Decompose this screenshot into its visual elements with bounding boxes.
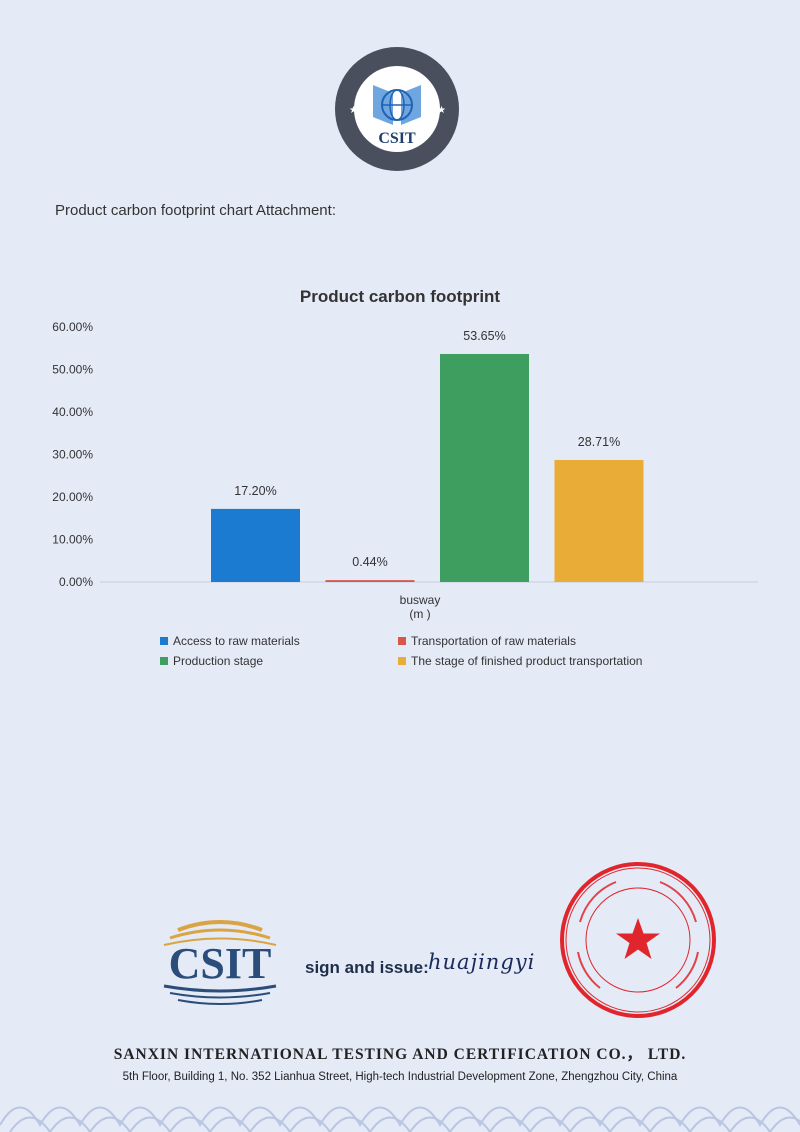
seal-text: CSIT: [378, 130, 416, 147]
svg-text:★: ★: [437, 105, 446, 116]
chart-title: Product carbon footprint: [299, 287, 501, 306]
y-tick-label: 20.00%: [52, 490, 93, 504]
y-axis-ticks: 0.00% 10.00% 20.00% 30.00% 40.00% 50.00% 60.00…: [52, 320, 93, 589]
y-tick-label: 50.00%: [52, 363, 93, 377]
legend-label: Production stage: [173, 654, 264, 668]
legend-label: Transportation of raw materials: [411, 634, 576, 648]
sign-and-issue-label: sign and issue:: [305, 958, 429, 977]
legend-item-raw-materials: Access to raw materials: [160, 634, 300, 648]
bar-chart: 0.00% 10.00% 20.00% 30.00% 40.00% 50.00% 60.00…: [52, 320, 758, 621]
y-tick-label: 30.00%: [52, 448, 93, 462]
star-icon: [616, 918, 660, 959]
signature: huajingyi: [428, 950, 536, 974]
bar-1: [325, 580, 415, 582]
legend-label: The stage of finished product transporta…: [411, 654, 643, 668]
company-address: 5th Floor, Building 1, No. 352 Lianhua S…: [122, 1071, 678, 1083]
bar-value-label: 0.44%: [352, 555, 387, 569]
legend-item-production: Production stage: [160, 654, 263, 668]
y-tick-label: 0.00%: [59, 575, 93, 589]
y-tick-label: 60.00%: [52, 320, 93, 334]
x-category-label: busway: [400, 593, 441, 607]
bar-3: [554, 459, 644, 582]
bar-0: [211, 508, 300, 582]
legend-item-finished-transport: The stage of finished product transporta…: [398, 654, 642, 668]
y-tick-label: 10.00%: [52, 533, 93, 547]
company-name: SANXIN INTERNATIONAL TESTING AND CERTIFI…: [113, 1046, 687, 1063]
bar-value-label: 28.71%: [578, 435, 620, 449]
csit-footer-logo: CSIT: [163, 920, 277, 1005]
bar-value-label: 53.65%: [463, 329, 505, 343]
legend-swatch: [398, 657, 406, 665]
attachment-title: Product carbon footprint chart Attachmen…: [55, 202, 336, 219]
csit-seal-logo: ★ ★ CSIT: [335, 47, 459, 171]
decorative-border-pattern: [0, 1106, 800, 1132]
svg-text:★: ★: [349, 105, 358, 116]
bar-value-label: 17.20%: [234, 484, 276, 498]
y-tick-label: 40.00%: [52, 405, 93, 419]
official-stamp: [560, 862, 716, 1018]
footer-logo-text: CSIT: [169, 939, 272, 988]
bars-group: 17.20% 0.44% 53.65% 28.71%: [211, 329, 644, 582]
legend-swatch: [398, 637, 406, 645]
legend-swatch: [160, 657, 168, 665]
legend-item-transportation: Transportation of raw materials: [398, 634, 576, 648]
bar-2: [440, 353, 529, 582]
x-unit-label: (m ): [409, 607, 430, 621]
legend-label: Access to raw materials: [173, 634, 300, 648]
legend-swatch: [160, 637, 168, 645]
